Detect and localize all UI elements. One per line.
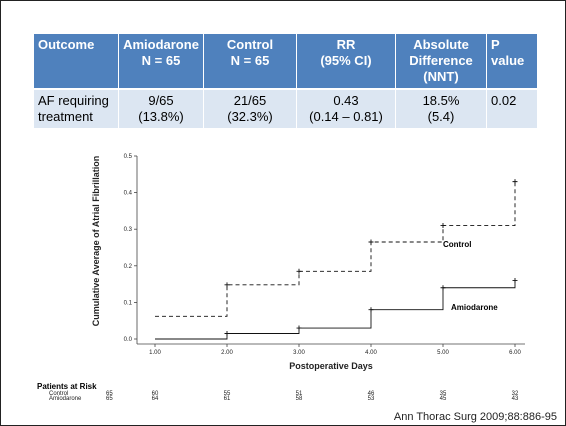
header-outcome: Outcome bbox=[34, 34, 119, 89]
header-amiodarone: Amiodarone N = 65 bbox=[118, 34, 204, 89]
cell-control: 21/65 (32.3%) bbox=[203, 88, 297, 128]
y-tick-label: 0.3 bbox=[124, 227, 133, 233]
series-line-control bbox=[155, 181, 516, 317]
cell-absolute-difference: 18.5% (5.4) bbox=[395, 88, 487, 128]
y-tick-label: 0.1 bbox=[124, 300, 133, 306]
risk-value: 43 bbox=[512, 396, 519, 402]
censor-mark-amiodarone bbox=[224, 331, 230, 337]
risk-value: 45 bbox=[440, 396, 447, 402]
risk-value: 51 bbox=[296, 391, 303, 397]
cumulative-af-chart: 0.0 0.1 0.2 0.3 0.4 0.5 1.00 2.00 3.00 4.00 5.00 6… bbox=[37, 154, 525, 402]
y-tick-label: 0.2 bbox=[124, 264, 133, 270]
chart-series bbox=[155, 179, 518, 340]
header-rr: RR (95% CI) bbox=[296, 34, 396, 89]
y-axis-ticks: 0.0 0.1 0.2 0.3 0.4 0.5 bbox=[124, 154, 137, 343]
risk-value: 35 bbox=[440, 391, 447, 397]
y-tick-label: 0.4 bbox=[124, 191, 133, 197]
x-axis-title: Postoperative Days bbox=[289, 361, 373, 371]
x-axis-ticks: 1.00 2.00 3.00 4.00 5.00 6.00 bbox=[149, 344, 521, 356]
outcomes-table: Outcome Amiodarone N = 65 Control N = 65 R… bbox=[34, 34, 537, 128]
risk-value: 55 bbox=[224, 391, 231, 397]
censor-mark-control bbox=[368, 239, 374, 245]
censor-mark-amiodarone bbox=[512, 277, 518, 283]
censor-mark-control bbox=[512, 179, 518, 185]
y-axis-title: Cumulative Average of Atrial Fibrillatio… bbox=[91, 156, 101, 327]
risk-value: 61 bbox=[224, 396, 231, 402]
patients-at-risk-title: Patients at Risk bbox=[37, 382, 97, 391]
risk-row-label: Amiodarone bbox=[49, 396, 82, 402]
cell-amiodarone: 9/65 (13.8%) bbox=[118, 88, 204, 128]
risk-value: 53 bbox=[368, 396, 375, 402]
risk-value: 58 bbox=[296, 396, 303, 402]
cell-rr: 0.43 (0.14 – 0.81) bbox=[296, 88, 396, 128]
header-p-value: P value bbox=[486, 34, 537, 89]
risk-value: 64 bbox=[152, 396, 159, 402]
legend-control: Control bbox=[443, 240, 471, 249]
citation: Ann Thorac Surg 2009;88:886-95 bbox=[393, 411, 557, 423]
cell-outcome: AF requiring treatment bbox=[34, 88, 119, 128]
x-tick-label: 4.00 bbox=[365, 350, 377, 356]
x-tick-label: 1.00 bbox=[149, 350, 161, 356]
header-control: Control N = 65 bbox=[203, 34, 297, 89]
censor-mark-amiodarone bbox=[440, 285, 446, 291]
x-tick-label: 3.00 bbox=[293, 350, 305, 356]
risk-value: 32 bbox=[512, 391, 519, 397]
censor-mark-control bbox=[296, 268, 302, 274]
patients-at-risk-table: Control 65 60 55 51 46 35 32 Amiodarone 65 64 61 58 5… bbox=[49, 391, 519, 402]
risk-row-label: Control bbox=[49, 391, 68, 397]
censor-mark-control bbox=[224, 282, 230, 288]
x-tick-label: 6.00 bbox=[509, 350, 521, 356]
censor-mark-amiodarone bbox=[296, 325, 302, 331]
table-row: AF requiring treatment 9/65 (13.8%) 21/65(… bbox=[34, 88, 537, 128]
y-tick-label: 0.0 bbox=[124, 337, 133, 343]
legend-amiodarone: Amiodarone bbox=[451, 303, 498, 312]
risk-value: 46 bbox=[368, 391, 375, 397]
x-tick-label: 2.00 bbox=[221, 350, 233, 356]
risk-value: 65 bbox=[106, 396, 113, 402]
y-tick-label: 0.5 bbox=[124, 154, 133, 160]
table-header-row: Outcome Amiodarone N = 65 Control N = 65 R… bbox=[34, 34, 537, 89]
cell-p-value: 0.02 bbox=[486, 88, 537, 128]
header-absolute-difference: Absolute Difference (NNT) bbox=[395, 34, 487, 89]
risk-value: 65 bbox=[106, 391, 113, 397]
risk-value: 60 bbox=[152, 391, 159, 397]
x-tick-label: 5.00 bbox=[437, 350, 449, 356]
censor-mark-amiodarone bbox=[368, 307, 374, 313]
censor-mark-control bbox=[440, 223, 446, 229]
